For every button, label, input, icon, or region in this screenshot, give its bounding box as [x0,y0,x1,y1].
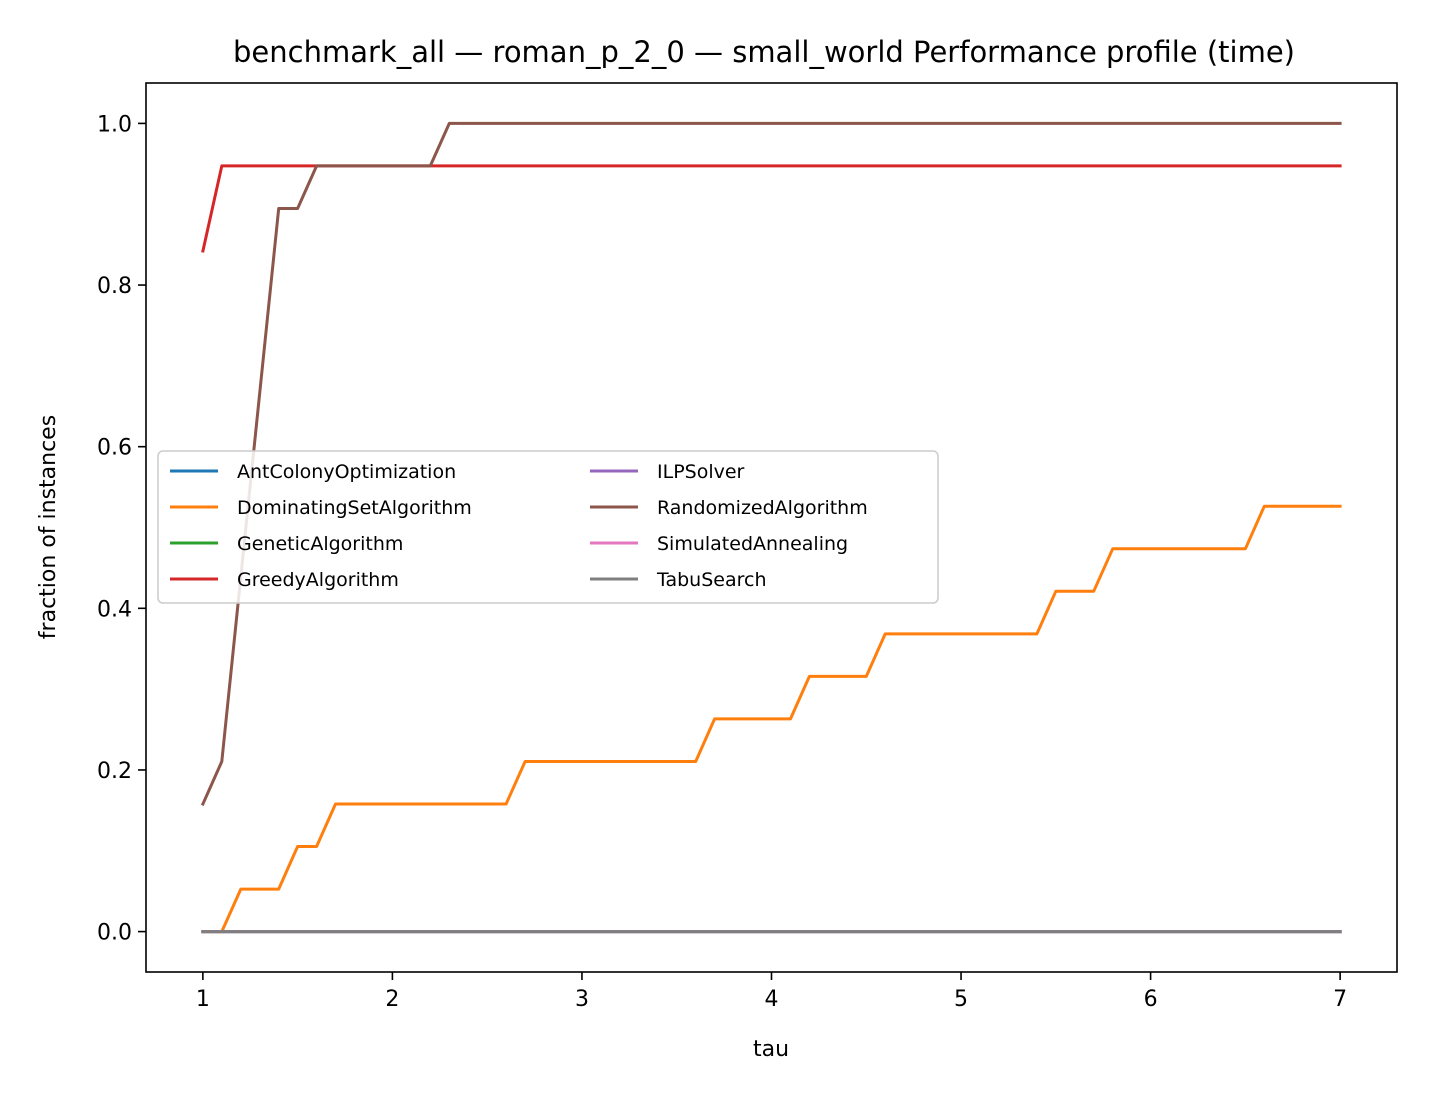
plot-frame [145,82,1398,973]
series-line-3 [201,164,1342,253]
legend-items: AntColonyOptimization DominatingSetAlgori… [170,461,868,591]
y-tick-label: 1.0 [97,112,132,137]
chart-title: benchmark_all — roman_p_2_0 — small_worl… [233,35,1295,69]
x-tick-label: 3 [575,987,589,1012]
legend-label: GeneticAlgorithm [237,533,403,555]
legend-label: AntColonyOptimization [237,461,456,483]
y-tick-label: 0.6 [97,436,132,461]
series-line-1 [201,504,1342,934]
x-tick-label: 5 [954,987,968,1012]
x-axis-label: tau [753,1037,789,1062]
y-tick-label: 0.4 [97,597,132,622]
legend: AntColonyOptimization DominatingSetAlgori… [157,450,939,604]
y-tick-label: 0.2 [97,759,132,784]
series-layer [200,121,1342,934]
y-tick-label: 0.8 [97,274,132,299]
y-tick-label: 0.0 [97,921,132,946]
y-axis-label: fraction of instances [36,415,61,639]
legend-label: RandomizedAlgorithm [657,497,868,519]
x-tick-label: 7 [1333,987,1347,1012]
series-line-5 [200,121,1342,806]
legend-box [157,450,939,604]
x-tick-label: 6 [1144,987,1158,1012]
x-tick-label: 1 [196,987,210,1012]
x-tick-label: 4 [765,987,779,1012]
x-tick-label: 2 [385,987,399,1012]
legend-label: TabuSearch [656,569,766,591]
legend-label: DominatingSetAlgorithm [237,497,472,519]
legend-label: GreedyAlgorithm [237,569,399,591]
ticks-layer: 1 2 3 4 5 6 7 0.0 0.2 0.4 0.6 0.8 1.0 [97,112,1347,1012]
legend-label: ILPSolver [657,461,745,483]
legend-label: SimulatedAnnealing [657,533,848,555]
